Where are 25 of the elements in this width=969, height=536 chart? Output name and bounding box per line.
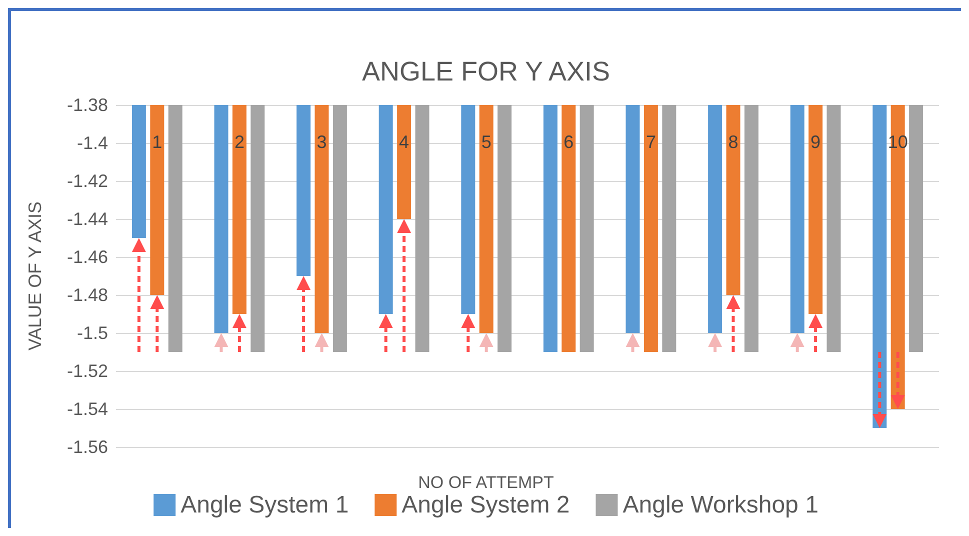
x-tick-label: 8 [728,132,738,152]
x-tick-label: 2 [234,132,244,152]
legend-label: Angle System 2 [402,492,570,518]
x-tick-label: 6 [564,132,574,152]
x-tick-label: 3 [316,132,327,152]
y-tick-label: -1.56 [66,437,108,457]
chart-title: ANGLE FOR Y AXIS [362,56,610,86]
y-tick-label: -1.44 [66,209,108,229]
x-axis-title: NO OF ATTEMPT [418,473,554,492]
x-tick-label: 5 [481,132,492,152]
y-tick-label: -1.5 [76,323,108,343]
y-tick-label: -1.42 [66,171,108,191]
y-axis-title: VALUE OF Y AXIS [25,201,45,351]
y-tick-label: -1.54 [66,399,108,419]
y-tick-label: -1.4 [76,133,108,153]
y-tick-label: -1.38 [66,95,108,115]
x-tick-label: 4 [399,132,410,152]
y-tick-label: -1.52 [66,361,108,381]
legend-label: Angle System 1 [180,492,349,518]
legend-label: Angle Workshop 1 [622,492,818,518]
y-tick-label: -1.48 [66,285,108,305]
x-tick-label: 9 [810,132,821,152]
x-tick-label: 7 [646,132,656,152]
x-tick-label: 1 [152,132,162,152]
y-tick-label: -1.46 [66,247,108,267]
